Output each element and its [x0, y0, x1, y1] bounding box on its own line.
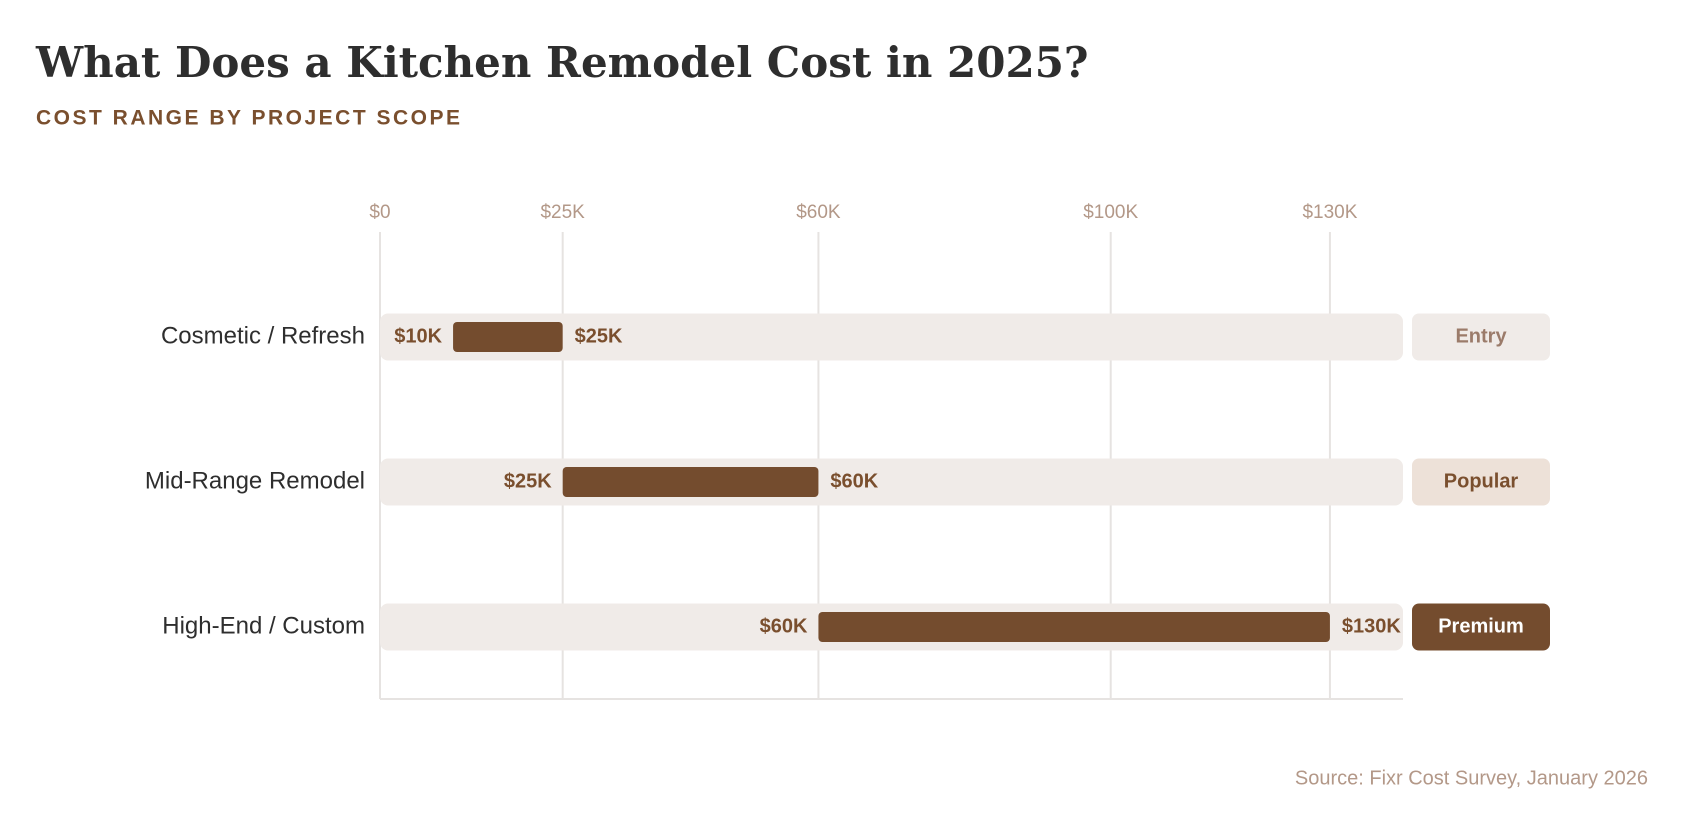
chart-title: What Does a Kitchen Remodel Cost in 2025…: [35, 38, 1089, 87]
category-label: Cosmetic / Refresh: [161, 322, 365, 349]
low-label: $60K: [760, 615, 808, 637]
high-label: $130K: [1342, 615, 1401, 637]
range-bar: [453, 322, 563, 352]
x-tick-label: $25K: [540, 202, 585, 223]
badge: [1412, 458, 1550, 506]
range-bar: [562, 467, 819, 497]
badge-label: Premium: [1438, 615, 1524, 637]
badge-label: Popular: [1444, 470, 1519, 492]
range-bar: [818, 612, 1330, 642]
high-label: $60K: [830, 470, 878, 492]
category-label: Mid-Range Remodel: [145, 467, 365, 494]
low-label: $25K: [504, 470, 552, 492]
category-label: High-End / Custom: [162, 612, 365, 639]
badge: [1412, 313, 1550, 361]
x-tick-label: $0: [369, 202, 390, 223]
x-tick-label: $130K: [1302, 202, 1357, 223]
high-label: $25K: [575, 325, 623, 347]
source-note: Source: Fixr Cost Survey, January 2026: [1295, 767, 1648, 789]
low-label: $10K: [394, 325, 442, 347]
x-tick-label: $60K: [796, 202, 841, 223]
track: [380, 313, 1403, 361]
x-tick-label: $100K: [1083, 202, 1138, 223]
badge: [1412, 603, 1550, 651]
badge-label: Entry: [1455, 325, 1507, 347]
chart-subtitle: COST RANGE BY PROJECT SCOPE: [36, 107, 463, 130]
